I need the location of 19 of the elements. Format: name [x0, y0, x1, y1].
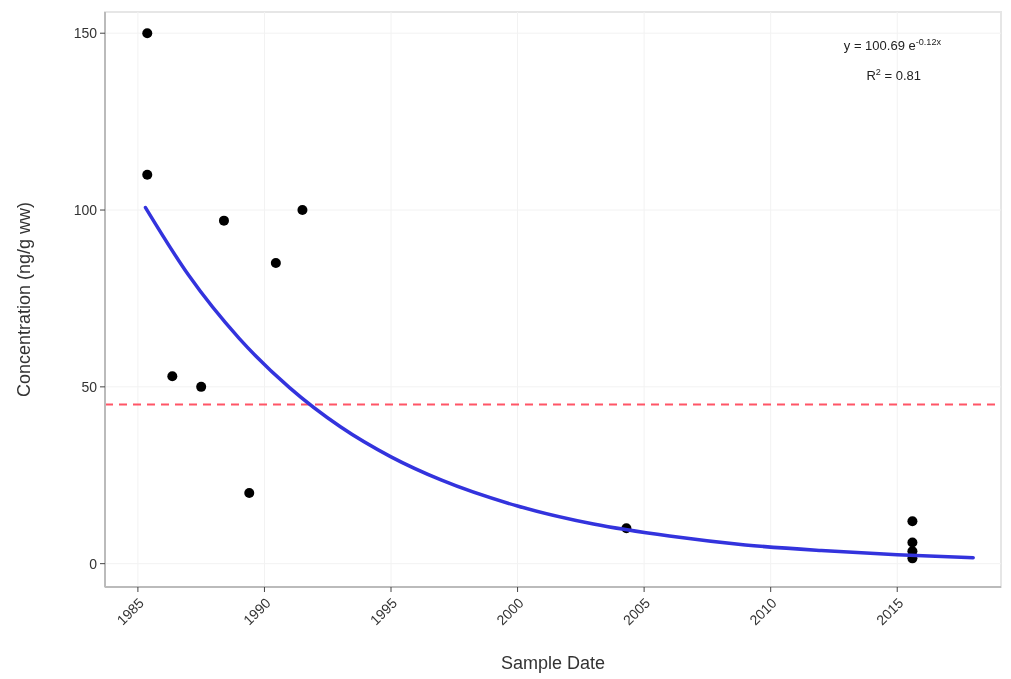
point: [218, 215, 229, 226]
point: [244, 487, 255, 498]
annotation: y = 100.69 e$^{-0.12x}$: [843, 37, 942, 53]
point: [196, 381, 207, 392]
y-tick-label: 0: [89, 555, 98, 572]
y-axis-title: Concentration (ng/g ww): [14, 201, 34, 398]
y-tick-label: 100: [73, 201, 98, 218]
point: [297, 205, 308, 216]
x-axis-title: Sample Date: [500, 653, 606, 673]
y-tick-label: 150: [73, 25, 98, 42]
annotation: R$^{2}$ = 0.81: [866, 67, 921, 83]
y-tick-label: 50: [81, 378, 98, 395]
point: [142, 28, 153, 39]
point: [270, 258, 281, 269]
point: [907, 516, 918, 527]
point: [142, 169, 153, 180]
line-series: [143, 205, 975, 560]
point: [167, 371, 178, 382]
point: [907, 537, 918, 548]
